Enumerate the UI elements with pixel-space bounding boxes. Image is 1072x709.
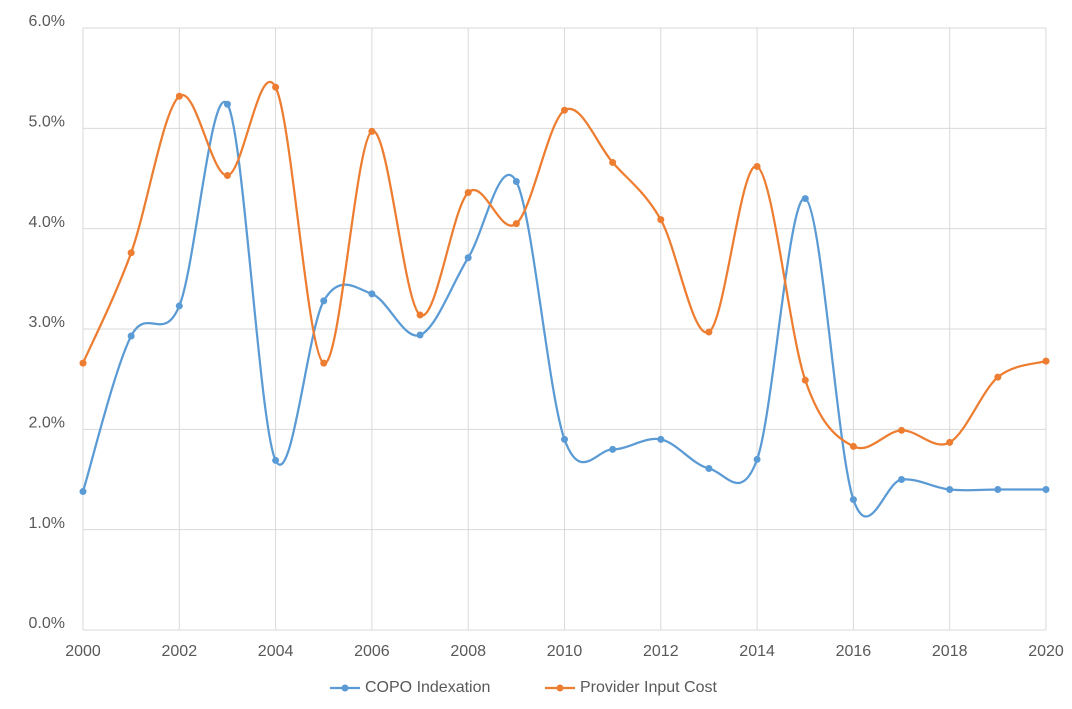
data-point	[127, 249, 135, 257]
x-tick-label: 2008	[450, 643, 486, 660]
data-point	[609, 445, 617, 453]
data-point	[272, 83, 280, 91]
data-point	[898, 476, 906, 483]
x-tick-label: 2000	[65, 643, 101, 660]
x-tick-label: 2014	[739, 643, 775, 660]
data-point	[753, 455, 761, 463]
y-tick-label: 0.0%	[29, 615, 65, 632]
data-point	[512, 220, 520, 228]
data-point	[512, 178, 520, 186]
data-point	[320, 359, 328, 367]
data-point	[368, 127, 376, 135]
y-tick-label: 1.0%	[29, 515, 65, 532]
x-tick-label: 2004	[258, 643, 294, 660]
data-point	[946, 486, 954, 494]
x-tick-label: 2010	[547, 643, 583, 660]
data-point	[320, 297, 328, 305]
data-point	[705, 464, 713, 472]
data-point	[464, 189, 472, 197]
data-point	[561, 106, 568, 114]
y-tick-label: 2.0%	[29, 415, 65, 432]
legend-marker	[341, 684, 349, 692]
x-tick-label: 2012	[643, 643, 679, 660]
legend-label: Provider Input Cost	[580, 679, 718, 696]
x-tick-label: 2018	[932, 643, 968, 660]
data-point	[464, 254, 472, 262]
data-point	[1042, 486, 1050, 494]
data-point	[994, 373, 1002, 381]
data-point	[801, 376, 809, 384]
y-tick-label: 6.0%	[29, 13, 65, 30]
x-tick-label: 2020	[1028, 643, 1064, 660]
x-tick-label: 2016	[836, 643, 872, 660]
data-point	[946, 438, 954, 446]
data-point	[705, 328, 713, 336]
data-point	[175, 92, 183, 100]
data-point	[849, 496, 857, 504]
data-point	[368, 290, 376, 298]
data-point	[175, 302, 183, 310]
data-point	[753, 162, 761, 170]
x-tick-label: 2002	[162, 643, 198, 660]
data-point	[223, 171, 231, 179]
data-point	[1042, 357, 1050, 365]
data-point	[609, 158, 617, 166]
data-point	[127, 332, 135, 340]
data-point	[79, 359, 87, 367]
data-point	[898, 426, 906, 434]
data-point	[272, 456, 280, 464]
data-point	[657, 435, 665, 443]
legend-marker	[556, 684, 564, 692]
data-point	[849, 442, 857, 450]
data-point	[416, 331, 424, 339]
data-point	[994, 486, 1002, 494]
data-point	[801, 195, 809, 203]
y-tick-label: 5.0%	[29, 114, 65, 131]
y-tick-label: 3.0%	[29, 314, 65, 331]
data-point	[657, 216, 665, 224]
data-point	[561, 435, 568, 443]
data-point	[79, 488, 87, 496]
data-point	[223, 100, 231, 108]
x-tick-label: 2006	[354, 643, 390, 660]
legend-label: COPO Indexation	[365, 679, 490, 696]
data-point	[416, 311, 424, 319]
y-tick-label: 4.0%	[29, 214, 65, 231]
